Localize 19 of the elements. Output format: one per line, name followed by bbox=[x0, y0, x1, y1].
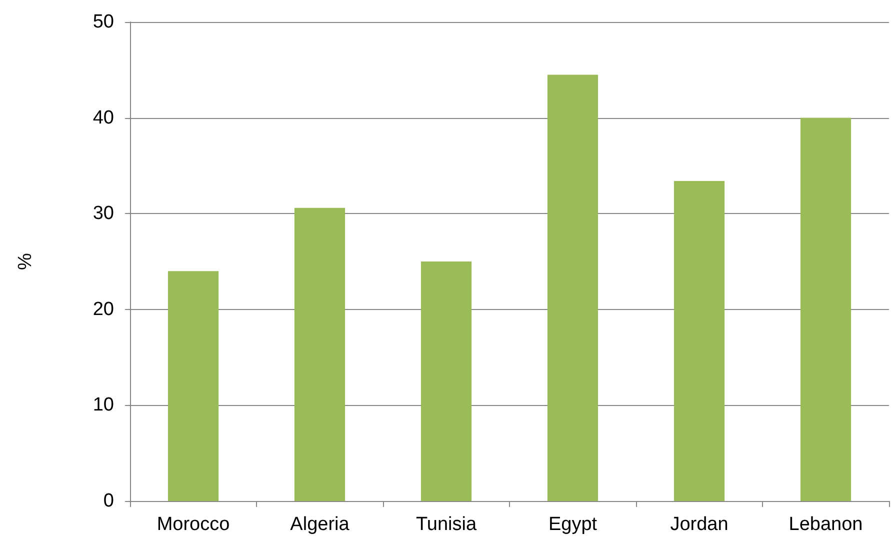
bar bbox=[547, 74, 598, 501]
y-tick-label: 50 bbox=[92, 12, 114, 32]
bar bbox=[800, 118, 852, 501]
y-tick-label: 40 bbox=[92, 107, 114, 128]
bar bbox=[674, 181, 725, 501]
y-tick-label: 30 bbox=[92, 203, 114, 224]
y-tick-label: 0 bbox=[103, 490, 114, 512]
bar bbox=[294, 208, 346, 501]
bar bbox=[168, 271, 219, 501]
x-tick-label: Lebanon bbox=[788, 514, 863, 535]
x-tick-label: Jordan bbox=[670, 514, 728, 535]
y-axis-title: % bbox=[15, 252, 36, 270]
y-tick-label: 10 bbox=[92, 394, 114, 416]
x-tick-label: Egypt bbox=[548, 514, 598, 535]
y-tick-label: 20 bbox=[92, 298, 114, 320]
bar bbox=[420, 262, 472, 501]
x-tick-label: Morocco bbox=[156, 514, 230, 535]
x-tick-label: Tunisia bbox=[416, 514, 477, 535]
x-tick-label: Algeria bbox=[290, 514, 350, 535]
